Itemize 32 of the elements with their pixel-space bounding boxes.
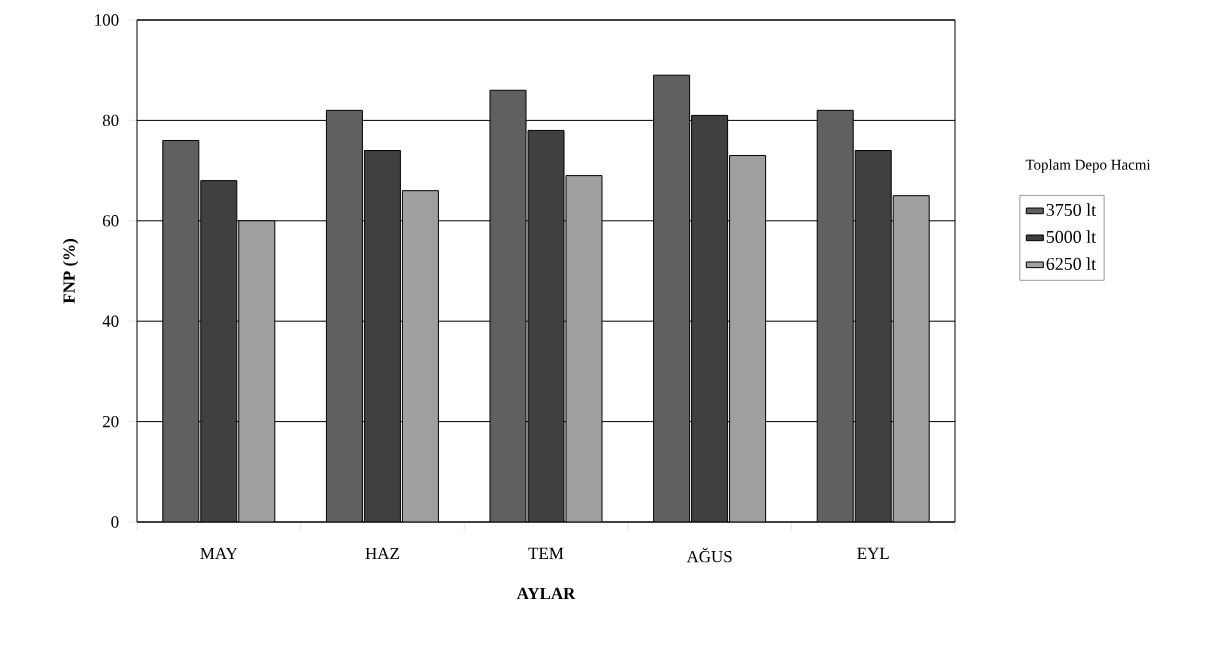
- x-tick-label: MAY: [200, 547, 238, 560]
- bar: [565, 175, 603, 522]
- legend-label: 5000 lt: [1046, 230, 1097, 243]
- bar: [816, 109, 854, 522]
- y-tick-label: 0: [111, 516, 119, 528]
- bar: [325, 109, 363, 522]
- y-tick-label: 100: [95, 14, 119, 26]
- y-tick-label: 80: [102, 114, 119, 127]
- bar: [527, 129, 565, 522]
- bar: [401, 190, 439, 522]
- bar: [162, 139, 200, 522]
- bar: [489, 89, 527, 522]
- y-tick-label: 60: [102, 215, 119, 227]
- bar: [691, 114, 729, 522]
- bar: [200, 180, 238, 522]
- bar: [729, 155, 767, 522]
- x-tick-label: EYL: [857, 547, 889, 559]
- y-axis-title: FNP (%): [62, 239, 79, 304]
- legend-label: 3750 lt: [1046, 203, 1097, 216]
- y-tick-label: 40: [102, 315, 119, 327]
- x-tick-label: AĞUS: [686, 547, 732, 563]
- bar: [854, 150, 892, 522]
- y-tick-label: 20: [102, 415, 119, 428]
- bar: [892, 195, 930, 522]
- x-tick-label: TEM: [528, 547, 564, 559]
- bar: [653, 74, 691, 522]
- bar: [238, 220, 276, 522]
- x-axis-title: AYLAR: [516, 587, 576, 600]
- legend-title: Toplam Depo Hacmi: [1025, 159, 1151, 173]
- bar: [363, 150, 401, 522]
- x-tick-label: HAZ: [365, 547, 399, 560]
- legend-label: 6250 lt: [1046, 257, 1097, 270]
